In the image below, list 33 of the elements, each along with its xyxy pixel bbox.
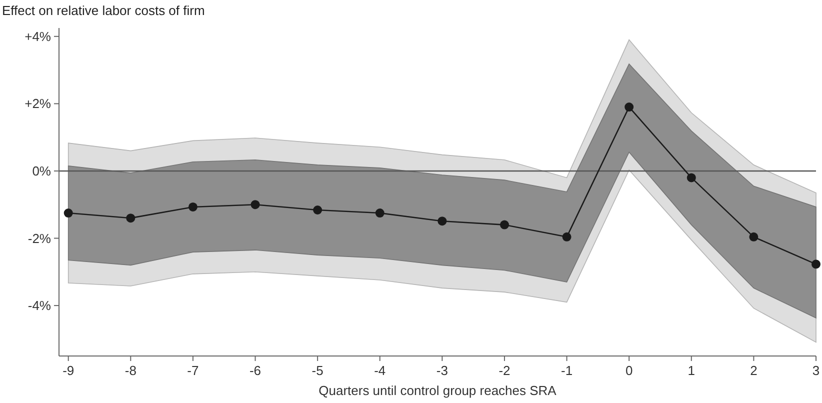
x-tick-label: 0 <box>625 363 633 378</box>
point <box>188 202 198 212</box>
chart-title: Effect on relative labor costs of firm <box>2 3 205 18</box>
point <box>313 206 322 214</box>
y-tick-label: -2% <box>28 230 52 246</box>
x-tick-label: -9 <box>62 363 74 378</box>
y-tick-label: 0% <box>32 164 52 179</box>
x-tick-label: 1 <box>688 363 696 378</box>
y-tick-label: +2% <box>24 96 52 112</box>
x-tick-label: 3 <box>812 363 820 378</box>
point <box>812 260 820 269</box>
x-axis-title: Quarters until control group reaches SRA <box>318 383 557 398</box>
x-tick-label: -2 <box>498 363 510 378</box>
x-tick-label: -8 <box>124 363 136 378</box>
x-tick-label: -3 <box>436 363 448 378</box>
point <box>562 232 572 242</box>
point <box>250 200 260 210</box>
x-tick-label: -1 <box>561 363 573 378</box>
x-tick-label: -4 <box>374 363 386 378</box>
y-tick-label: +4% <box>24 28 52 44</box>
point <box>375 208 384 218</box>
point <box>624 102 634 112</box>
x-tick-label: 2 <box>750 363 758 378</box>
point <box>438 216 447 226</box>
point <box>686 173 696 182</box>
x-tick-label: -6 <box>249 363 262 378</box>
point <box>64 208 73 218</box>
x-tick-label: -5 <box>312 363 324 378</box>
x-tick-label: -7 <box>187 363 199 378</box>
point <box>749 232 758 242</box>
point <box>126 214 136 223</box>
y-tick-label: -4% <box>28 298 52 314</box>
point <box>500 220 509 230</box>
